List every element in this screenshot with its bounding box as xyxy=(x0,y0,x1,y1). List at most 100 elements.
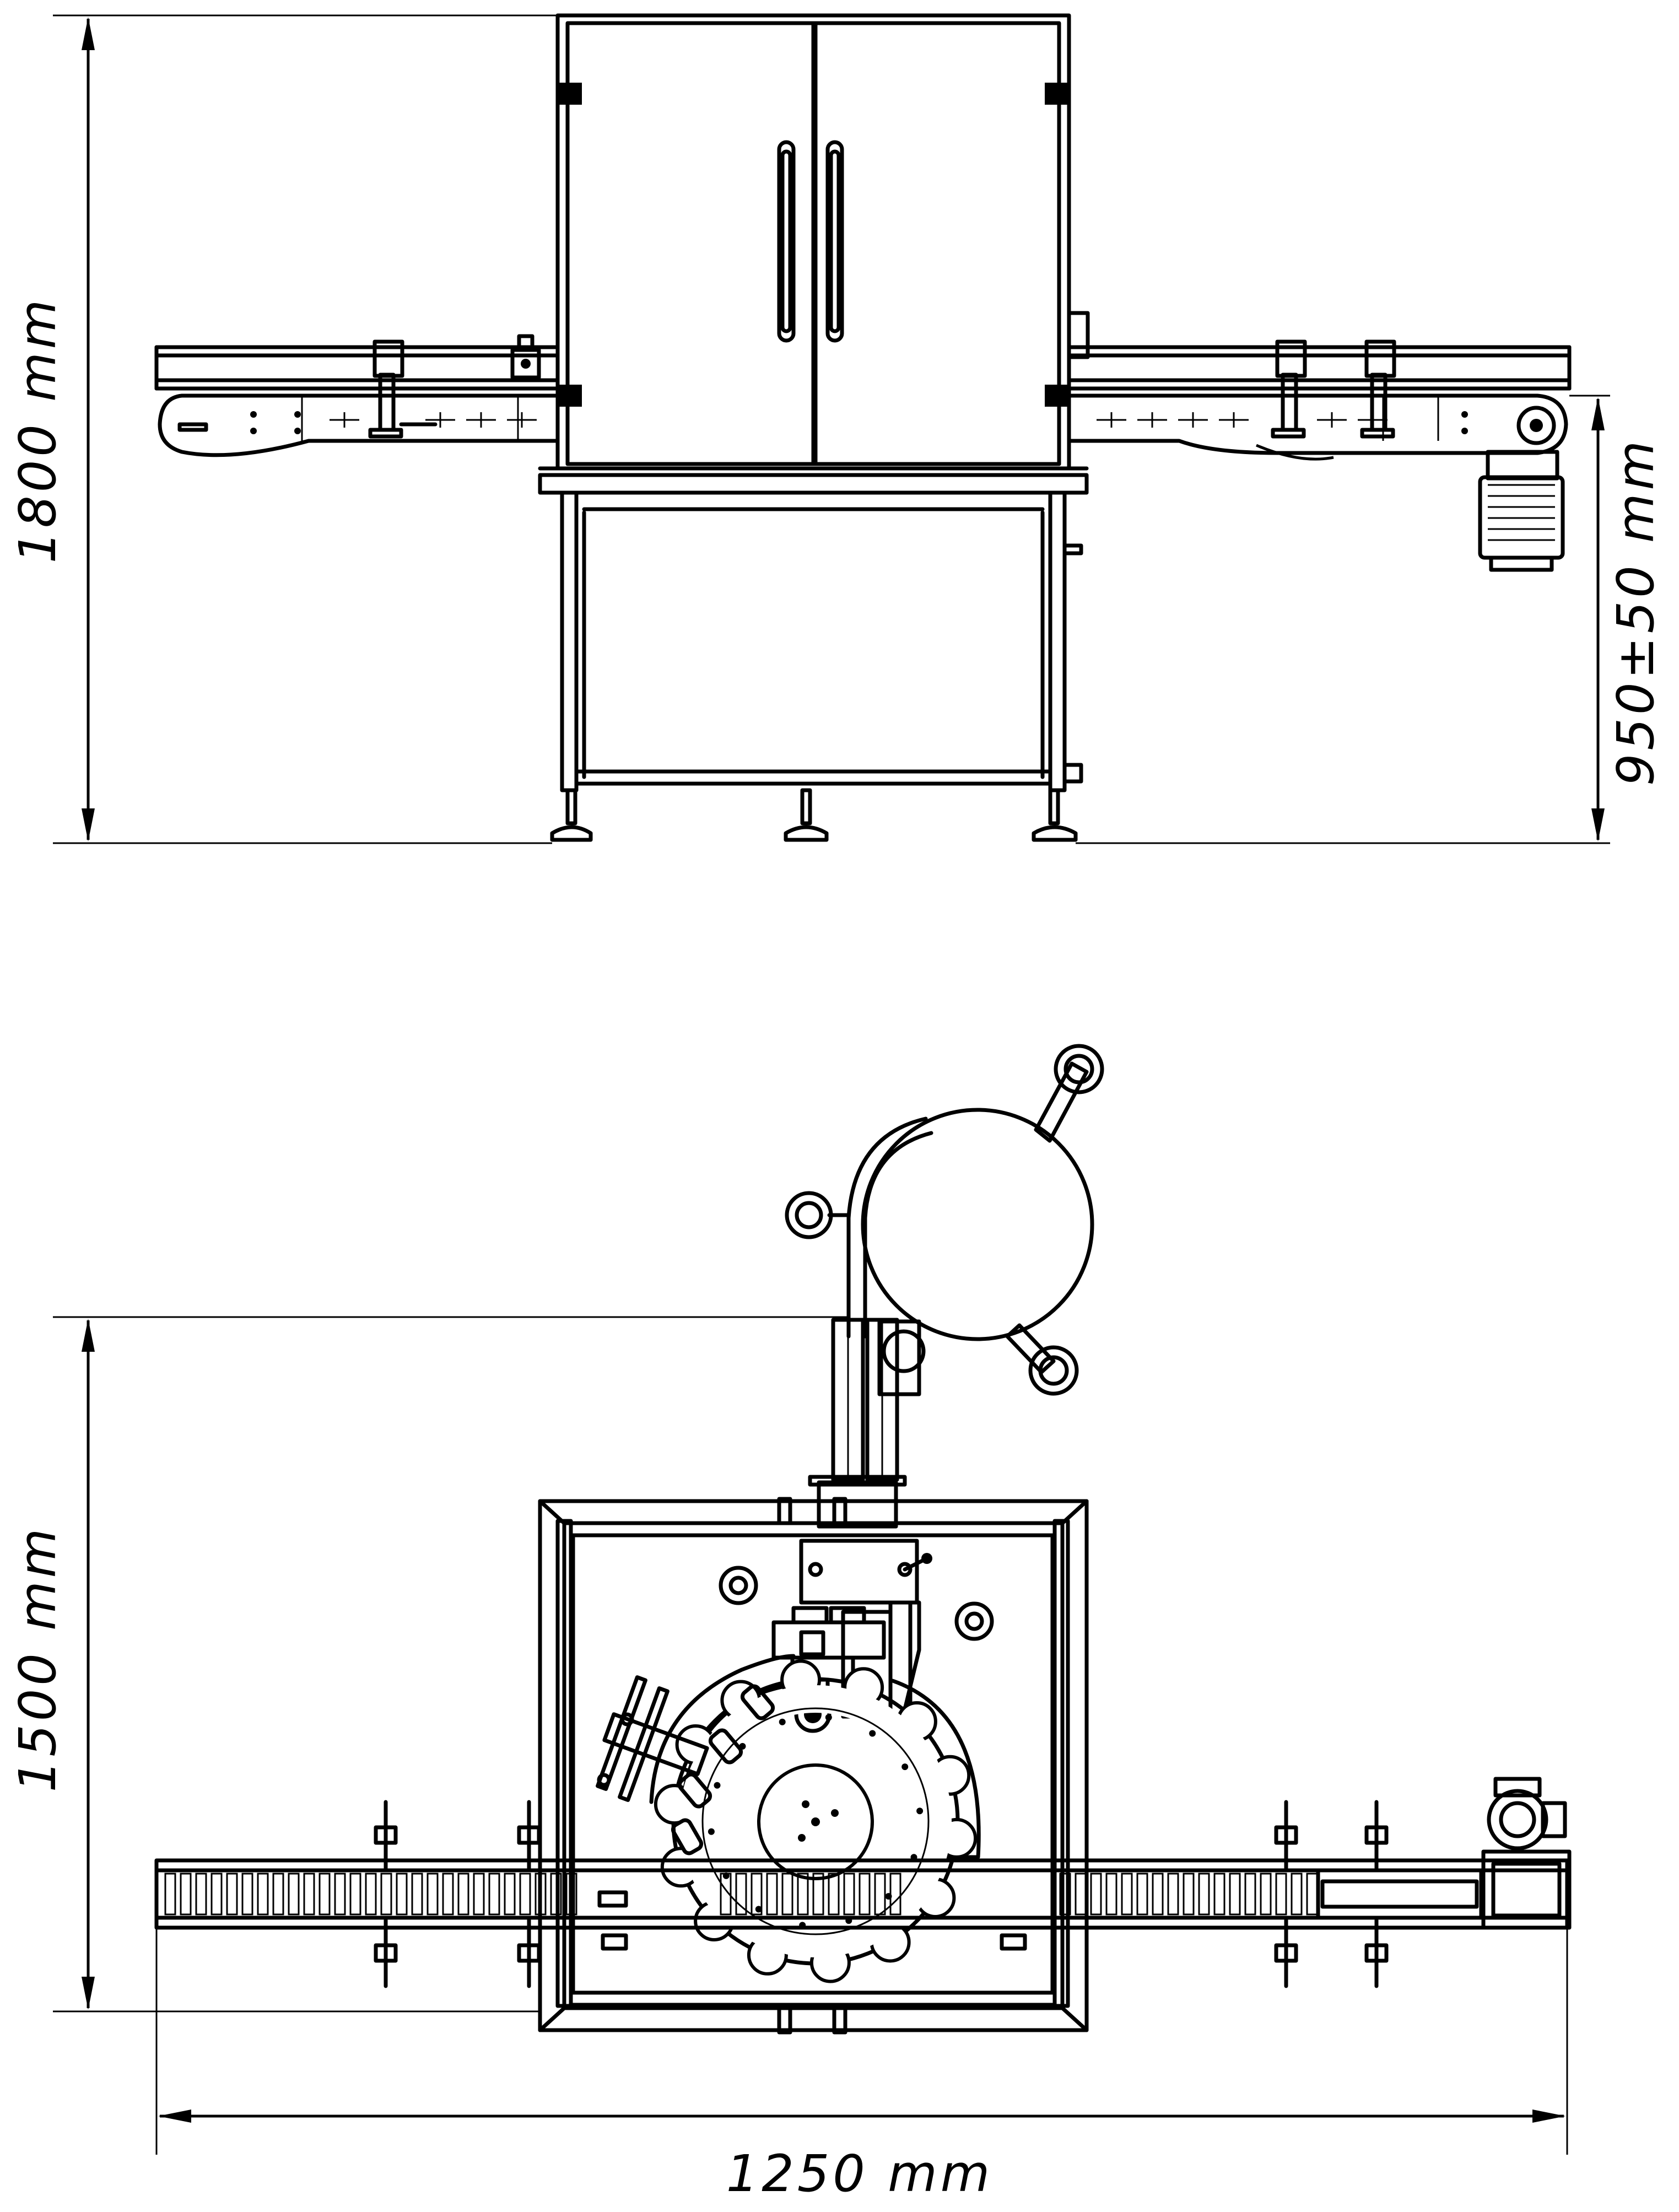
guide-post-clamp xyxy=(374,1825,398,1845)
star-wheel-bolt xyxy=(714,1782,721,1789)
chain-link xyxy=(411,1873,423,1916)
star-wheel-bolt xyxy=(901,1763,909,1771)
dimension-height: 1800 mm xyxy=(8,14,558,844)
chain-link xyxy=(1291,1873,1303,1916)
chain-link xyxy=(272,1873,284,1916)
chain-link xyxy=(565,1873,577,1916)
star-wheel-assembly xyxy=(596,1654,981,1983)
chain-link xyxy=(488,1873,500,1916)
chain-link xyxy=(442,1873,454,1916)
chain-link xyxy=(241,1873,253,1916)
chain-link xyxy=(720,1873,732,1916)
chain-link xyxy=(1105,1873,1117,1916)
chain-link xyxy=(210,1873,223,1916)
leveling-foot-center xyxy=(784,788,829,842)
chain-link xyxy=(535,1873,547,1916)
dimension-conveyor-height: 950±50 mm xyxy=(1076,395,1665,844)
chain-link xyxy=(781,1873,793,1916)
chain-link xyxy=(1075,1873,1087,1916)
chain-link xyxy=(457,1873,469,1916)
guide-rollers xyxy=(671,1684,775,1855)
front-elevation-view: 1800 mm 950±50 mm xyxy=(8,13,1665,844)
door-handle-right xyxy=(825,140,844,343)
chain-link xyxy=(396,1873,408,1916)
door-handle-left xyxy=(777,140,796,343)
chain-link xyxy=(226,1873,238,1916)
guide-post-clamp xyxy=(374,1943,398,1963)
guide-post-clamp xyxy=(1364,1943,1389,1963)
chain-link xyxy=(859,1873,871,1916)
guide-post-clamp xyxy=(1364,1825,1389,1845)
chain-link xyxy=(1136,1873,1148,1916)
label-feed-arm xyxy=(808,1318,926,1529)
plan-view: 1500 mm 1250 mm xyxy=(8,1044,1572,2203)
chain-link xyxy=(1244,1873,1256,1916)
chain-link xyxy=(365,1873,377,1916)
chain-link xyxy=(812,1873,824,1916)
chain-link xyxy=(334,1873,346,1916)
conveyor-right xyxy=(1067,311,1572,572)
upper-cabinet xyxy=(538,13,1089,495)
chain-link xyxy=(349,1873,361,1916)
chain-link xyxy=(751,1873,763,1916)
star-wheel-bolt xyxy=(708,1828,715,1835)
chain-link xyxy=(257,1873,269,1916)
dimension-depth: 1500 mm xyxy=(8,1316,849,2013)
chain-link xyxy=(195,1873,207,1916)
chain-link xyxy=(473,1873,485,1916)
lower-frame xyxy=(550,490,1083,842)
dimension-width: 1250 mm xyxy=(155,1928,1568,2203)
chain-link xyxy=(1059,1873,1071,1916)
chain-link xyxy=(1229,1873,1241,1916)
chain-link xyxy=(164,1873,176,1916)
plan-conveyor-motor xyxy=(1481,1777,1572,1930)
chain-link xyxy=(874,1873,886,1916)
chain-link xyxy=(766,1873,778,1916)
star-wheel-bolt xyxy=(825,1714,832,1721)
conveyor-motor xyxy=(1478,450,1565,572)
guide-post-clamp xyxy=(1274,1825,1298,1845)
chain-link xyxy=(1213,1873,1225,1916)
chain-link xyxy=(1306,1873,1318,1916)
guide-bracket-right-1 xyxy=(1271,339,1307,439)
reel-arm-bottom xyxy=(1005,1323,1079,1396)
guide-post-clamp xyxy=(517,1825,541,1845)
chain-link xyxy=(843,1873,855,1916)
chain-link xyxy=(519,1873,531,1916)
guide-bracket-left xyxy=(368,339,438,439)
chain-link xyxy=(380,1873,392,1916)
conveyor-left xyxy=(154,334,560,457)
star-wheel-bolt xyxy=(869,1730,876,1737)
leveling-foot-right xyxy=(1032,788,1078,842)
chain-link xyxy=(797,1873,809,1916)
chain-link xyxy=(288,1873,300,1916)
reel-arm-left xyxy=(785,1191,851,1239)
chain-link xyxy=(550,1873,562,1916)
label-reel xyxy=(785,1044,1104,1396)
dimension-label-1250: 1250 mm xyxy=(726,2144,994,2203)
chain-link xyxy=(1183,1873,1195,1916)
plan-conveyor xyxy=(154,1777,1572,1988)
guide-post-clamp xyxy=(517,1943,541,1963)
chain-link xyxy=(1090,1873,1102,1916)
sensor-block xyxy=(510,334,541,380)
guide-post-clamp xyxy=(1274,1943,1298,1963)
chain-link xyxy=(318,1873,331,1916)
star-wheel-bolt xyxy=(755,1906,762,1913)
chain-link xyxy=(1121,1873,1133,1916)
star-wheel-bolt xyxy=(779,1718,786,1725)
dimension-label-950: 950±50 mm xyxy=(1606,438,1665,786)
chain-link xyxy=(427,1873,439,1916)
star-wheel-bolt xyxy=(916,1808,924,1815)
chain-link xyxy=(303,1873,315,1916)
side-bracket xyxy=(596,1675,709,1802)
chain-link xyxy=(828,1873,840,1916)
guide-bracket-right-2 xyxy=(1360,339,1396,439)
star-wheel-inner-ring xyxy=(701,1707,930,1935)
machine-base-plan xyxy=(538,1497,1089,2035)
chain-link xyxy=(504,1873,516,1916)
chain-link xyxy=(889,1873,901,1916)
chain-link xyxy=(1260,1873,1272,1916)
chain-link xyxy=(1198,1873,1210,1916)
chain-link xyxy=(1275,1873,1287,1916)
